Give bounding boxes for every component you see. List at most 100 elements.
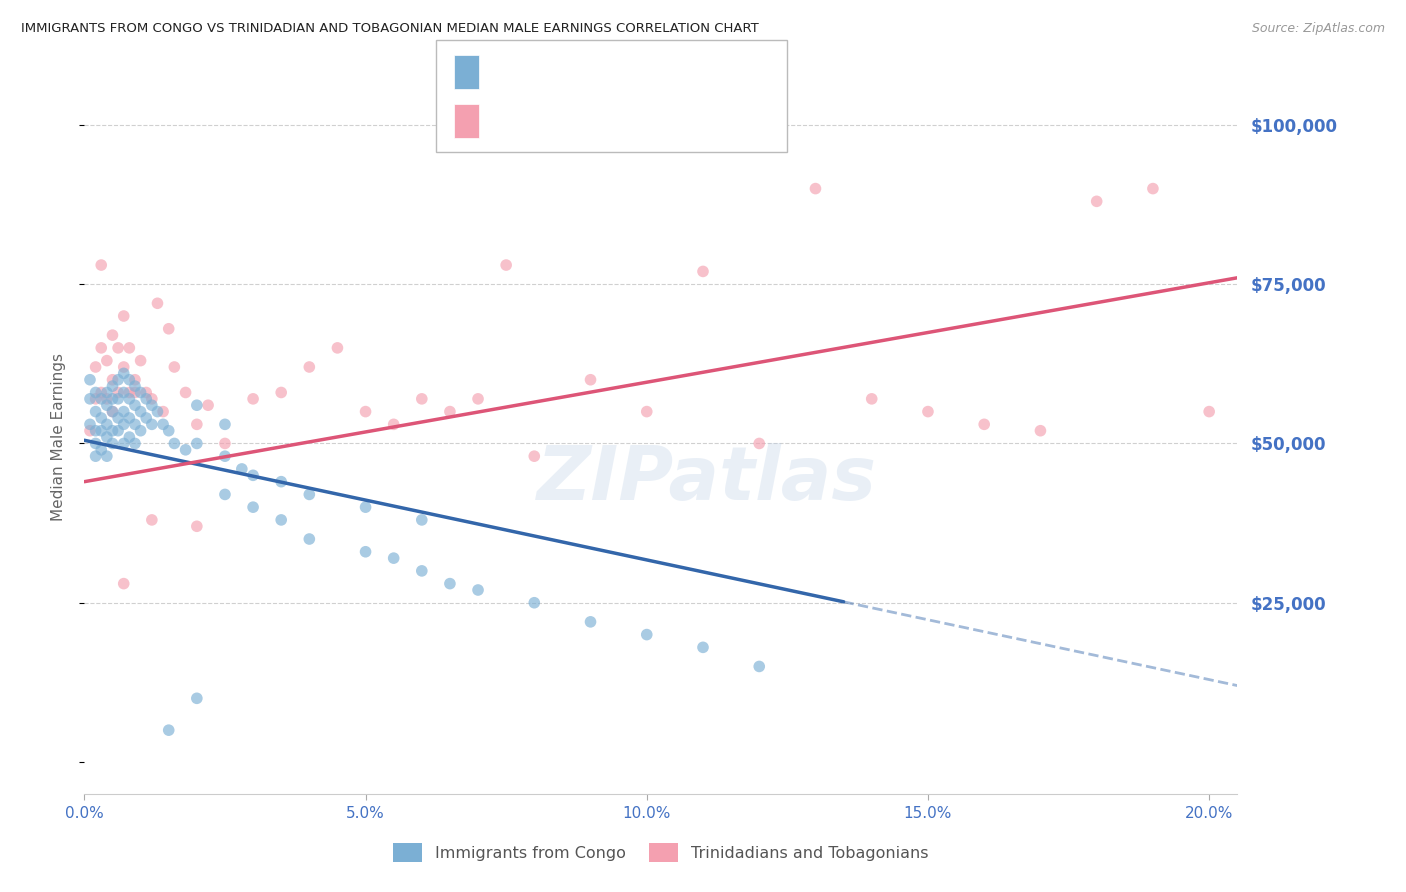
Point [141, 417, 163, 432]
Point [90, 392, 112, 406]
Text: N =: N = [598, 64, 634, 82]
Point [1029, 424, 1052, 438]
Point [242, 468, 264, 483]
Point [1142, 181, 1164, 195]
Point [96, 385, 118, 400]
Y-axis label: Median Male Earnings: Median Male Earnings [51, 353, 66, 521]
Point [214, 449, 236, 463]
Point [101, 379, 124, 393]
Point [124, 373, 146, 387]
Point [118, 430, 141, 444]
Point [804, 181, 827, 195]
Point [141, 392, 163, 406]
Point [242, 392, 264, 406]
Point [326, 341, 349, 355]
Point [214, 487, 236, 501]
Legend: Immigrants from Congo, Trinidadians and Tobagonians: Immigrants from Congo, Trinidadians and … [387, 837, 935, 868]
Point [124, 385, 146, 400]
Point [186, 691, 208, 706]
Point [112, 359, 135, 374]
Point [101, 392, 124, 406]
Point [84, 436, 107, 450]
Point [118, 411, 141, 425]
Point [354, 545, 377, 559]
Point [146, 404, 169, 418]
Point [112, 309, 135, 323]
Point [467, 392, 489, 406]
Text: 77: 77 [637, 64, 661, 82]
Point [90, 411, 112, 425]
Point [90, 424, 112, 438]
Point [101, 424, 124, 438]
Point [748, 659, 770, 673]
Point [439, 404, 461, 418]
Point [692, 264, 714, 278]
Point [157, 322, 180, 336]
Point [112, 404, 135, 418]
Point [748, 436, 770, 450]
Point [186, 519, 208, 533]
Point [439, 576, 461, 591]
Text: R =: R = [491, 112, 527, 130]
Point [163, 436, 186, 450]
Point [1198, 404, 1220, 418]
Point [107, 373, 129, 387]
Point [214, 436, 236, 450]
Point [636, 627, 658, 641]
Point [96, 353, 118, 368]
Point [1085, 194, 1108, 209]
Point [129, 353, 152, 368]
Point [692, 640, 714, 655]
Point [84, 424, 107, 438]
Text: -0.242: -0.242 [533, 64, 592, 82]
Point [157, 424, 180, 438]
Text: Source: ZipAtlas.com: Source: ZipAtlas.com [1251, 22, 1385, 36]
Text: 0.463: 0.463 [533, 112, 592, 130]
Point [107, 385, 129, 400]
Point [79, 373, 101, 387]
Point [107, 392, 129, 406]
Point [157, 723, 180, 738]
Point [124, 398, 146, 412]
Point [270, 513, 292, 527]
Point [101, 436, 124, 450]
Point [411, 513, 433, 527]
Point [84, 359, 107, 374]
Point [860, 392, 883, 406]
Point [917, 404, 939, 418]
Point [141, 513, 163, 527]
Point [382, 417, 405, 432]
Point [101, 404, 124, 418]
Point [90, 385, 112, 400]
Point [242, 500, 264, 515]
Point [186, 417, 208, 432]
Point [96, 449, 118, 463]
Point [90, 341, 112, 355]
Point [973, 417, 995, 432]
Point [579, 373, 602, 387]
Point [231, 462, 253, 476]
Point [298, 359, 321, 374]
Point [90, 442, 112, 457]
Point [124, 436, 146, 450]
Point [270, 475, 292, 489]
Text: IMMIGRANTS FROM CONGO VS TRINIDADIAN AND TOBAGONIAN MEDIAN MALE EARNINGS CORRELA: IMMIGRANTS FROM CONGO VS TRINIDADIAN AND… [21, 22, 759, 36]
Point [636, 404, 658, 418]
Point [467, 582, 489, 597]
Point [79, 417, 101, 432]
Point [146, 296, 169, 310]
Point [495, 258, 517, 272]
Point [135, 385, 157, 400]
Point [141, 398, 163, 412]
Point [79, 392, 101, 406]
Text: 56: 56 [637, 112, 659, 130]
Text: N =: N = [598, 112, 634, 130]
Point [101, 373, 124, 387]
Point [112, 576, 135, 591]
Point [186, 436, 208, 450]
Point [135, 392, 157, 406]
Point [411, 564, 433, 578]
Point [298, 532, 321, 546]
Point [118, 373, 141, 387]
Point [163, 359, 186, 374]
